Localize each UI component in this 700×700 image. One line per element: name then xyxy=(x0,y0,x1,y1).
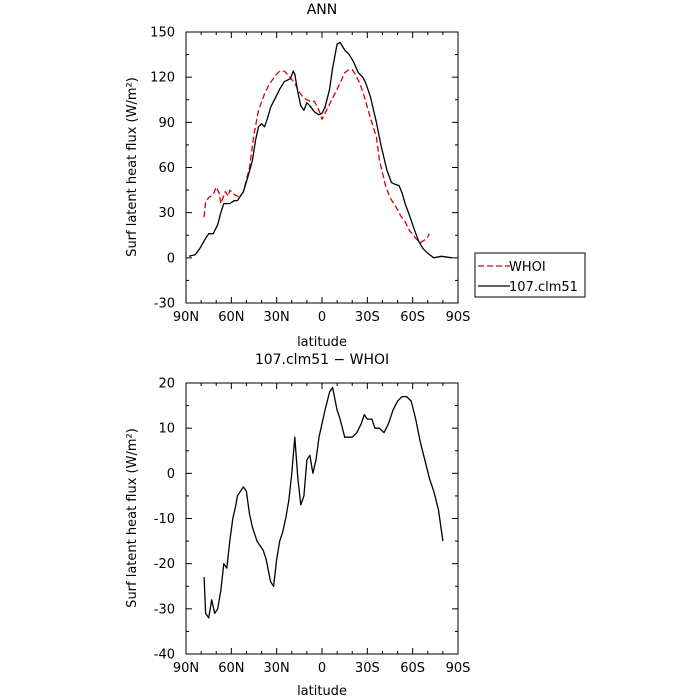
x-tick-label: 30N xyxy=(264,661,290,676)
panel-title-difference: 107.clm51 − WHOI xyxy=(255,352,389,368)
y-tick-label: 0 xyxy=(167,251,175,266)
x-tick-label: 60N xyxy=(218,310,244,325)
x-tick-label: 30S xyxy=(355,661,380,676)
x-tick-label: 60S xyxy=(400,310,425,325)
legend-box xyxy=(474,252,586,298)
series-line-107-clm51 xyxy=(188,41,453,259)
panel1-frame xyxy=(185,31,459,304)
panel2-x-axis-label: latitude xyxy=(297,684,347,699)
y-tick-label: 120 xyxy=(150,71,175,86)
legend-label-whoi: WHOI xyxy=(509,260,546,275)
y-tick-label: -30 xyxy=(154,297,175,312)
x-tick-label: 0 xyxy=(318,661,326,676)
legend-label-clm51: 107.clm51 xyxy=(509,280,578,295)
y-tick-label: -10 xyxy=(154,512,175,527)
panel2-series-group xyxy=(203,386,444,619)
y-tick-label: -30 xyxy=(154,602,175,617)
annual-mean-panel: ANN 90N 60N 30N 0 30S 60S 90S -30 0 30 60 90 120 150… xyxy=(125,2,470,350)
y-tick-label: 30 xyxy=(158,206,175,221)
panel1-x-axis-label: latitude xyxy=(297,335,347,350)
panel-title-ann: ANN xyxy=(307,2,338,18)
series-line-whoi xyxy=(203,68,430,244)
difference-panel: 107.clm51 − WHOI 90N 60N 30N 0 30S 60S 90S -40… xyxy=(125,352,470,699)
panel1-x-ticks: 90N 60N 30N 0 30S 60S 90S xyxy=(173,32,471,325)
x-tick-label: 90S xyxy=(446,310,471,325)
x-tick-label: 30S xyxy=(355,310,380,325)
panel2-x-ticks: 90N 60N 30N 0 30S 60S 90S xyxy=(173,383,471,676)
x-tick-label: 90N xyxy=(173,661,199,676)
y-tick-label: 60 xyxy=(158,161,175,176)
x-tick-label: 90N xyxy=(173,310,199,325)
x-tick-label: 90S xyxy=(446,661,471,676)
panel1-y-ticks: -30 0 30 60 90 120 150 xyxy=(150,26,458,312)
x-tick-label: 0 xyxy=(318,310,326,325)
series-line-diff-0 xyxy=(203,386,444,619)
x-tick-label: 60S xyxy=(400,661,425,676)
y-tick-label: -40 xyxy=(154,648,175,663)
y-tick-label: 0 xyxy=(167,467,175,482)
legend: WHOI 107.clm51 xyxy=(474,252,586,298)
x-tick-label: 60N xyxy=(218,661,244,676)
panel1-y-axis-label: Surf latent heat flux (W/m²) xyxy=(125,77,140,257)
y-tick-label: 90 xyxy=(158,116,175,131)
panel2-y-axis-label: Surf latent heat flux (W/m²) xyxy=(125,428,140,608)
y-tick-label: 20 xyxy=(158,377,175,392)
y-tick-label: 10 xyxy=(158,422,175,437)
panel2-y-ticks: -40 -30 -20 -10 0 10 20 xyxy=(154,377,458,663)
y-tick-label: -20 xyxy=(154,557,175,572)
x-tick-label: 30N xyxy=(264,310,290,325)
y-tick-label: 150 xyxy=(150,26,175,41)
panel1-series-group xyxy=(188,41,453,259)
